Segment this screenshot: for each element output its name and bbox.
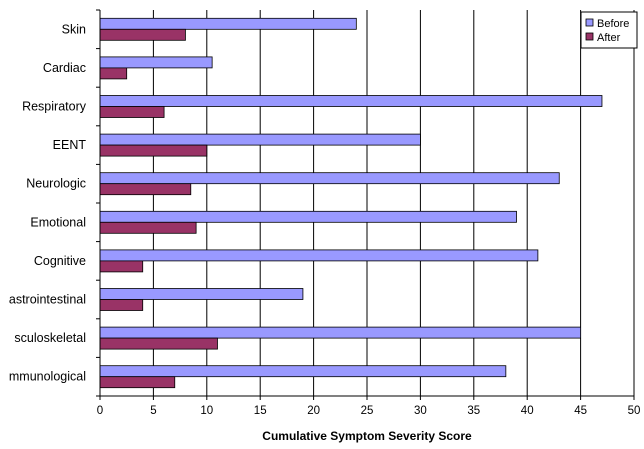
x-tick-label: 15 [254,405,267,417]
bar-after-1 [99,67,128,80]
legend-label-before: Before [597,18,629,30]
category-label: mmunological [9,370,86,384]
x-tick-labels: 0 5 10 15 20 25 30 35 40 45 50 [97,405,641,417]
x-tick-label: 5 [150,405,156,417]
bar-after-4 [99,183,192,196]
x-tick-label: 10 [200,405,213,417]
bar-after-2 [99,106,165,118]
legend-swatch-before [585,18,594,27]
bar-before-7 [99,288,304,300]
category-labels: Skin Cardiac Respiratory EENT Neurologic Emot… [9,22,87,383]
bar-before-0 [99,17,357,30]
category-label: EENT [53,138,87,152]
category-label: Cardiac [43,61,86,75]
category-label: astrointestinal [9,293,86,307]
gridlines [152,10,635,396]
x-tick-label: 25 [361,405,374,417]
bar-before-1 [99,56,213,69]
x-tick-label: 0 [97,405,103,417]
bar-after-6 [99,260,144,273]
bar-before-6 [99,249,539,262]
bar-after-0 [99,28,186,41]
legend: Before After [580,11,638,49]
bar-after-9 [99,376,176,389]
category-label: Cognitive [34,254,86,268]
bar-before-3 [99,133,421,146]
bar-after-5 [99,221,197,234]
bar-before-5 [99,210,517,223]
category-label: Skin [62,22,86,36]
bar-before-2 [99,95,603,107]
x-tick-label: 45 [574,405,587,417]
legend-label-after: After [597,32,621,44]
axes [96,9,635,400]
category-label: sculoskeletal [14,331,86,345]
category-label: Respiratory [22,100,87,114]
legend-items: Before After [585,18,629,44]
category-label: Neurologic [26,177,86,191]
bar-after-8 [99,337,218,350]
x-axis-title: Cumulative Symptom Severity Score [262,429,472,443]
legend-swatch-after [585,32,594,41]
bar-before-4 [99,172,560,185]
x-tick-label: 50 [628,405,641,417]
category-label: Emotional [30,215,86,229]
x-tick-label: 20 [307,405,320,417]
bar-after-7 [99,299,144,311]
x-tick-label: 30 [414,405,427,417]
x-tick-label: 35 [467,405,480,417]
bar-before-9 [99,365,507,378]
x-tick-label: 40 [521,405,534,417]
bar-after-3 [99,144,208,157]
legend-box [580,11,638,49]
bars [99,17,603,389]
bar-before-8 [99,326,582,339]
